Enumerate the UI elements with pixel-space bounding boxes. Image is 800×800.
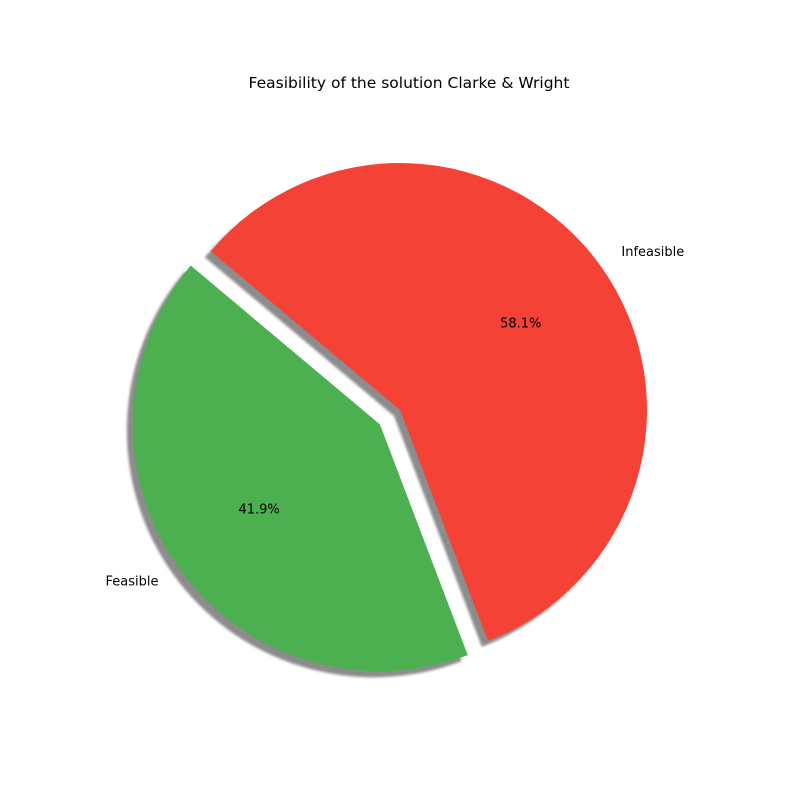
slice-percent-infeasible: 58.1% [500,317,541,332]
slice-label-infeasible: Infeasible [621,245,684,260]
pie-slices [132,163,647,672]
slice-label-feasible: Feasible [105,574,158,589]
pie-slice-infeasible [210,163,647,641]
chart-title: Feasibility of the solution Clarke & Wri… [249,74,570,92]
pie-slice-feasible [132,265,468,672]
slice-labels: Feasible 41.9% Infeasible 58.1% [105,245,684,589]
slice-percent-feasible: 41.9% [238,503,279,518]
